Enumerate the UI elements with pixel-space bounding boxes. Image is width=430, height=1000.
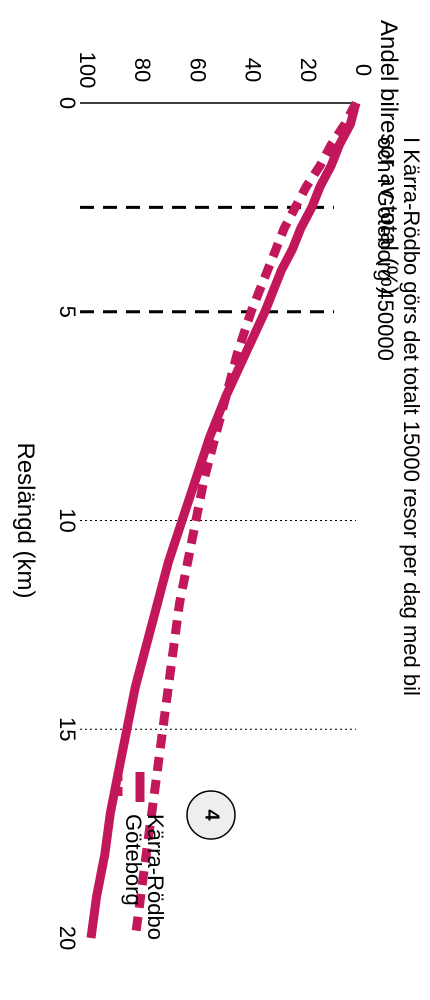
series-line-k-rra-r-dbo: [86, 101, 361, 939]
chart-labels: 0 20 40 60 80 100 0 5 10 15 20 Andel bilresor av to…: [12, 20, 424, 950]
y-tick-label: 80: [130, 58, 155, 82]
legend-label: Göteborg: [121, 814, 146, 906]
badge-circle: [186, 790, 236, 840]
y-tick-label: 0: [351, 64, 376, 76]
annotation-line: I Kärra-Rödbo görs det totalt 15000 reso…: [399, 137, 424, 696]
legend-label: Kärra-Rödbo: [143, 814, 168, 940]
y-tick-label: 60: [185, 58, 210, 82]
y-tick-label: 40: [241, 58, 266, 82]
x-tick-label: 10: [55, 508, 80, 532]
y-tick-label: 20: [296, 58, 321, 82]
x-tick-label: 0: [55, 97, 80, 109]
x-tick-label: 5: [55, 306, 80, 318]
y-axis-title: Andel bilresor av total (%): [375, 20, 402, 295]
x-axis-title: Reslängd (km): [12, 442, 39, 598]
x-tick-label: 15: [55, 717, 80, 741]
badge-label: 4: [201, 809, 223, 821]
annotation-line: och i Göteborg 450000: [373, 137, 398, 361]
chart-marks: [86, 100, 361, 939]
y-tick-label: 100: [75, 52, 100, 89]
series-line-g-teborg: [130, 100, 360, 939]
x-tick-label: 20: [55, 926, 80, 950]
